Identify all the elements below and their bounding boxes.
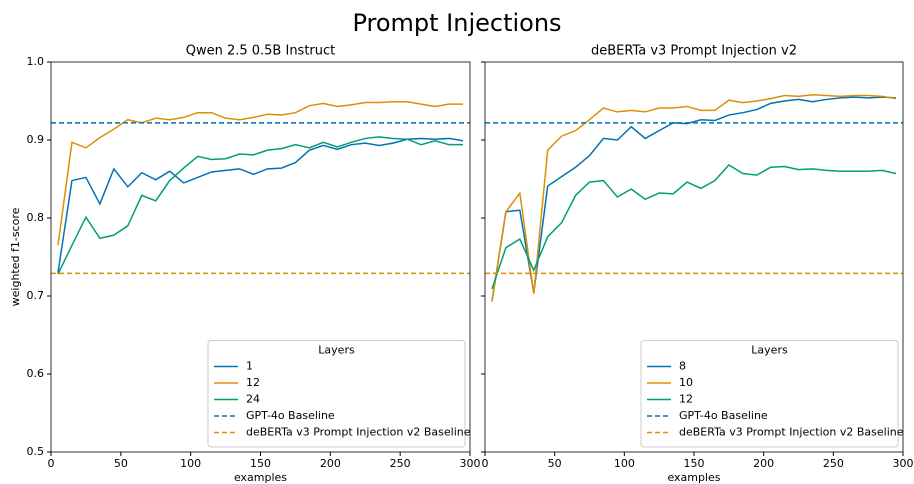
x-tick-label: 150: [250, 457, 271, 470]
y-tick-label: 0.5: [27, 445, 45, 458]
legend-label: GPT-4o Baseline: [679, 409, 768, 422]
legend-label: GPT-4o Baseline: [246, 409, 335, 422]
y-axis-label: weighted f1-score: [9, 207, 22, 306]
x-axis-label: examples: [667, 471, 720, 484]
x-tick-label: 250: [390, 457, 411, 470]
x-tick-label: 300: [893, 457, 914, 470]
y-tick-label: 0.7: [27, 289, 45, 302]
x-axis-label: examples: [234, 471, 287, 484]
legend-label: 12: [246, 376, 260, 389]
y-tick-label: 0.8: [27, 211, 45, 224]
x-tick-label: 50: [114, 457, 128, 470]
x-tick-label: 150: [684, 457, 705, 470]
y-tick-label: 0.9: [27, 133, 45, 146]
x-tick-label: 200: [753, 457, 774, 470]
legend-label: 10: [679, 376, 693, 389]
legend-title: Layers: [751, 344, 788, 357]
x-tick-label: 100: [180, 457, 201, 470]
legend-label: 8: [679, 360, 686, 373]
figure-title: Prompt Injections: [352, 9, 561, 37]
series-line: [491, 96, 897, 302]
x-tick-label: 50: [548, 457, 562, 470]
series-line: [57, 137, 464, 273]
series-line: [57, 101, 464, 246]
legend-label: 1: [246, 360, 253, 373]
legend-title: Layers: [318, 344, 355, 357]
series-line: [57, 136, 464, 275]
legend-box: [640, 340, 899, 448]
axes-title: deBERTa v3 Prompt Injection v2: [591, 44, 797, 59]
x-tick-label: 300: [460, 457, 481, 470]
axes-frame: [484, 61, 904, 453]
legend-label: deBERTa v3 Prompt Injection v2 Baseline: [246, 426, 471, 439]
y-tick-label: 1.0: [27, 55, 45, 68]
legend-label: deBERTa v3 Prompt Injection v2 Baseline: [679, 426, 904, 439]
x-tick-label: 0: [48, 457, 55, 470]
legend-label: 24: [246, 393, 260, 406]
axes-frame: [50, 61, 471, 453]
legend-label: 12: [679, 393, 693, 406]
x-tick-label: 250: [823, 457, 844, 470]
x-tick-label: 0: [482, 457, 489, 470]
series-line: [491, 94, 897, 302]
x-tick-label: 200: [320, 457, 341, 470]
y-tick-label: 0.6: [27, 367, 45, 380]
series-line: [491, 163, 897, 290]
legend-box: [207, 340, 466, 448]
x-tick-label: 100: [614, 457, 635, 470]
axes-title: Qwen 2.5 0.5B Instruct: [186, 44, 336, 59]
